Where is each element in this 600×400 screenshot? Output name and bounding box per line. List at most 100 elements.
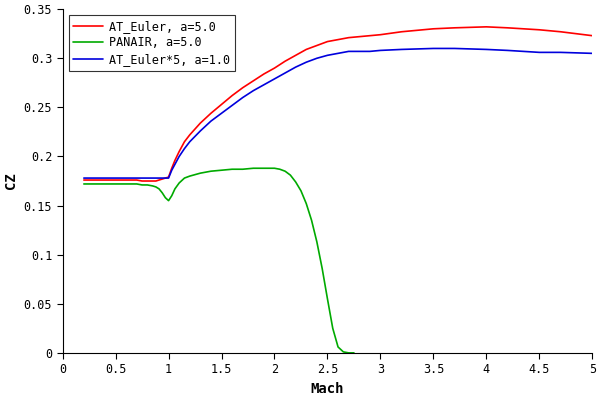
- AT_Euler, a=5.0: [128, 178, 135, 182]
- PANAIR, a=5.0: [122, 182, 130, 186]
- AT_Euler, a=5.0: [398, 29, 405, 34]
- AT_Euler*5, a=1.0: [239, 95, 247, 100]
- PANAIR, a=5.0: [181, 176, 188, 180]
- AT_Euler, a=5.0: [101, 178, 109, 182]
- PANAIR, a=5.0: [149, 184, 156, 188]
- AT_Euler, a=5.0: [122, 178, 130, 182]
- AT_Euler, a=5.0: [176, 149, 183, 154]
- AT_Euler*5, a=1.0: [133, 176, 140, 180]
- Y-axis label: CZ: CZ: [4, 173, 18, 189]
- PANAIR, a=5.0: [172, 186, 179, 191]
- AT_Euler*5, a=1.0: [451, 46, 458, 51]
- AT_Euler, a=5.0: [107, 178, 114, 182]
- AT_Euler*5, a=1.0: [366, 49, 373, 54]
- PANAIR, a=5.0: [128, 182, 135, 186]
- AT_Euler*5, a=1.0: [117, 176, 124, 180]
- AT_Euler*5, a=1.0: [139, 176, 146, 180]
- AT_Euler, a=5.0: [91, 178, 98, 182]
- AT_Euler*5, a=1.0: [128, 176, 135, 180]
- AT_Euler*5, a=1.0: [96, 176, 103, 180]
- Legend: AT_Euler, a=5.0, PANAIR, a=5.0, AT_Euler*5, a=1.0: AT_Euler, a=5.0, PANAIR, a=5.0, AT_Euler…: [68, 15, 235, 70]
- AT_Euler, a=5.0: [366, 33, 373, 38]
- AT_Euler*5, a=1.0: [172, 162, 179, 167]
- AT_Euler, a=5.0: [112, 178, 119, 182]
- AT_Euler, a=5.0: [271, 66, 278, 70]
- PANAIR, a=5.0: [350, 350, 358, 355]
- Line: AT_Euler, a=5.0: AT_Euler, a=5.0: [84, 27, 592, 181]
- PANAIR, a=5.0: [80, 182, 88, 186]
- AT_Euler*5, a=1.0: [197, 128, 204, 133]
- PANAIR, a=5.0: [276, 167, 283, 172]
- PANAIR, a=5.0: [168, 193, 175, 198]
- AT_Euler, a=5.0: [430, 26, 437, 31]
- PANAIR, a=5.0: [162, 195, 169, 200]
- PANAIR, a=5.0: [287, 173, 294, 178]
- PANAIR, a=5.0: [133, 182, 140, 186]
- AT_Euler, a=5.0: [451, 26, 458, 30]
- AT_Euler*5, a=1.0: [398, 47, 405, 52]
- AT_Euler*5, a=1.0: [334, 51, 341, 56]
- AT_Euler, a=5.0: [96, 178, 103, 182]
- AT_Euler*5, a=1.0: [281, 70, 289, 75]
- PANAIR, a=5.0: [155, 186, 163, 191]
- AT_Euler, a=5.0: [218, 102, 225, 107]
- AT_Euler*5, a=1.0: [208, 119, 215, 124]
- AT_Euler, a=5.0: [250, 78, 257, 83]
- PANAIR, a=5.0: [229, 167, 236, 172]
- AT_Euler, a=5.0: [139, 179, 146, 184]
- AT_Euler*5, a=1.0: [557, 50, 564, 55]
- AT_Euler*5, a=1.0: [144, 176, 151, 180]
- PANAIR, a=5.0: [302, 201, 310, 206]
- AT_Euler, a=5.0: [144, 179, 151, 184]
- AT_Euler, a=5.0: [589, 33, 596, 38]
- PANAIR, a=5.0: [91, 182, 98, 186]
- PANAIR, a=5.0: [218, 168, 225, 173]
- AT_Euler, a=5.0: [239, 85, 247, 90]
- AT_Euler*5, a=1.0: [260, 82, 268, 87]
- AT_Euler, a=5.0: [155, 178, 163, 182]
- PANAIR, a=5.0: [139, 182, 146, 187]
- AT_Euler, a=5.0: [133, 178, 140, 182]
- AT_Euler, a=5.0: [86, 178, 93, 182]
- PANAIR, a=5.0: [271, 166, 278, 171]
- AT_Euler*5, a=1.0: [155, 176, 163, 180]
- AT_Euler*5, a=1.0: [149, 176, 156, 180]
- AT_Euler*5, a=1.0: [181, 146, 188, 151]
- X-axis label: Mach: Mach: [311, 382, 344, 396]
- AT_Euler, a=5.0: [229, 93, 236, 98]
- AT_Euler, a=5.0: [536, 27, 543, 32]
- AT_Euler*5, a=1.0: [165, 176, 172, 180]
- AT_Euler, a=5.0: [313, 43, 320, 48]
- AT_Euler*5, a=1.0: [91, 176, 98, 180]
- AT_Euler*5, a=1.0: [152, 176, 160, 180]
- AT_Euler*5, a=1.0: [229, 103, 236, 108]
- PANAIR, a=5.0: [117, 182, 124, 186]
- PANAIR, a=5.0: [324, 296, 331, 301]
- AT_Euler, a=5.0: [208, 111, 215, 116]
- PANAIR, a=5.0: [165, 198, 172, 203]
- PANAIR, a=5.0: [260, 166, 268, 171]
- AT_Euler*5, a=1.0: [345, 49, 352, 54]
- AT_Euler, a=5.0: [168, 166, 175, 171]
- PANAIR, a=5.0: [96, 182, 103, 186]
- PANAIR, a=5.0: [239, 167, 247, 172]
- Line: AT_Euler*5, a=1.0: AT_Euler*5, a=1.0: [84, 48, 592, 178]
- PANAIR, a=5.0: [281, 169, 289, 174]
- PANAIR, a=5.0: [144, 182, 151, 187]
- AT_Euler*5, a=1.0: [218, 111, 225, 116]
- AT_Euler, a=5.0: [152, 179, 160, 184]
- PANAIR, a=5.0: [107, 182, 114, 186]
- AT_Euler, a=5.0: [162, 176, 169, 180]
- AT_Euler*5, a=1.0: [250, 88, 257, 93]
- AT_Euler*5, a=1.0: [122, 176, 130, 180]
- AT_Euler*5, a=1.0: [302, 60, 310, 64]
- AT_Euler*5, a=1.0: [176, 154, 183, 159]
- PANAIR, a=5.0: [292, 180, 299, 184]
- AT_Euler, a=5.0: [281, 59, 289, 64]
- AT_Euler*5, a=1.0: [80, 176, 88, 180]
- AT_Euler, a=5.0: [80, 178, 88, 182]
- PANAIR, a=5.0: [208, 169, 215, 174]
- AT_Euler, a=5.0: [334, 37, 341, 42]
- AT_Euler*5, a=1.0: [86, 176, 93, 180]
- AT_Euler*5, a=1.0: [158, 176, 166, 180]
